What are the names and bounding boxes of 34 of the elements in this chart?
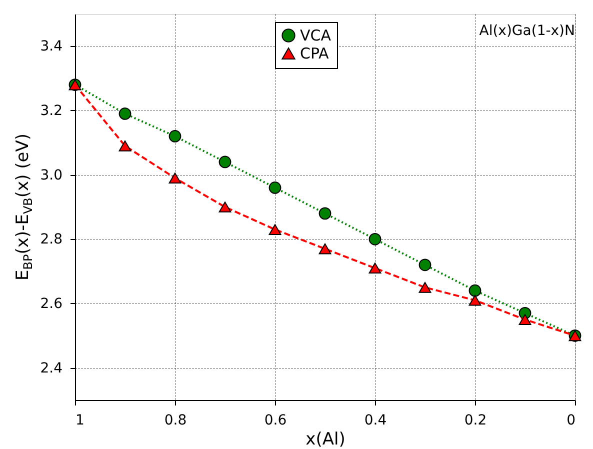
point (218, 202, 232, 212)
point (318, 243, 332, 254)
point (418, 258, 432, 272)
point (168, 130, 182, 142)
point (368, 262, 382, 274)
point (318, 207, 332, 220)
x-tick-label: 0 (566, 412, 576, 428)
legend-label: VCA (300, 26, 332, 44)
point (118, 108, 132, 120)
annotation: Al(x)Ga(1-x)N (479, 23, 575, 39)
point (218, 156, 232, 168)
x-tick-label: 0.8 (164, 412, 187, 428)
point (118, 140, 132, 152)
point (418, 282, 432, 293)
x-tick-label: 1 (76, 412, 84, 428)
point (168, 172, 182, 184)
point (268, 224, 282, 235)
x-tick-label: 0.4 (364, 412, 387, 428)
point (368, 232, 382, 246)
y-tick-label: 3.2 (40, 103, 62, 119)
y-tick-label: 2.6 (40, 296, 63, 312)
y-tick-label: 3.0 (40, 167, 62, 184)
point (468, 294, 482, 306)
legend-label: CPA (300, 44, 330, 62)
point (518, 314, 532, 326)
x-tick-label: 0.2 (464, 412, 487, 428)
x-tick-label: 0.6 (264, 412, 287, 428)
y-axis-title: EBP(x)-EVB(x) (eV) (13, 134, 35, 280)
y-tick-label: 2.4 (40, 360, 63, 376)
y-tick-label: 3.4 (40, 38, 63, 55)
x-axis-title: x(Al) (306, 430, 346, 449)
point (468, 284, 482, 297)
y-tick-label: 2.8 (40, 232, 62, 248)
point (268, 182, 282, 194)
